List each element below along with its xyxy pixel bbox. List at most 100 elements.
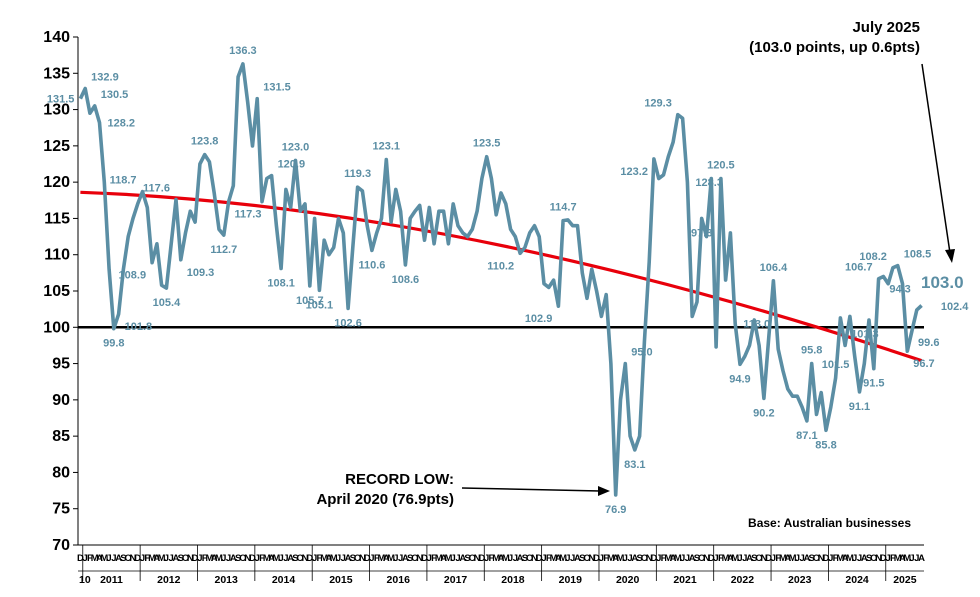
- x-tick-month: A: [574, 553, 581, 564]
- y-tick-label: 75: [52, 501, 70, 518]
- x-tick-month: A: [230, 553, 237, 564]
- annotation-latest-arrowhead: [945, 249, 955, 263]
- x-tick-month: O: [526, 553, 533, 564]
- data-label: 99.8: [103, 338, 124, 350]
- x-tick-month: S: [522, 553, 528, 564]
- data-label: 108.2: [859, 251, 887, 263]
- data-label: 97.3: [691, 227, 712, 239]
- x-tick-month: J: [83, 553, 88, 564]
- x-tick-month: S: [464, 553, 470, 564]
- x-tick-month: J: [627, 553, 632, 564]
- x-tick-year: 2018: [501, 574, 525, 586]
- data-label: 119.3: [344, 168, 371, 180]
- x-tick-month: M: [387, 553, 395, 564]
- x-tick-month: J: [255, 553, 260, 564]
- x-tick-month: D: [364, 553, 371, 564]
- x-tick-month: M: [330, 553, 338, 564]
- x-tick-month: F: [259, 553, 265, 564]
- y-tick-label: 80: [52, 464, 70, 481]
- x-tick-month: N: [818, 553, 825, 564]
- x-tick-month: A: [803, 553, 810, 564]
- annotation-latest-line2: (103.0 points, up 0.6pts): [749, 39, 920, 56]
- y-tick-label: 140: [43, 29, 70, 46]
- annotation-record-low-arrow: [461, 487, 601, 492]
- x-tick-month: F: [833, 553, 839, 564]
- x-tick-month: S: [120, 553, 126, 564]
- data-label: 95.8: [801, 345, 822, 357]
- x-tick-month: M: [502, 553, 510, 564]
- x-tick-month: F: [316, 553, 322, 564]
- data-label: 128.2: [108, 118, 136, 130]
- x-tick-month: O: [239, 553, 246, 564]
- x-tick-month: N: [588, 553, 595, 564]
- x-tick-month: N: [474, 553, 481, 564]
- x-tick-year: 2011: [100, 574, 123, 586]
- y-axis: 70 75 80 85 90 95 100 105 110 115 120 125 130 135 140: [43, 29, 79, 554]
- data-label: 85.8: [815, 439, 836, 451]
- data-label: 91.1: [849, 401, 870, 413]
- x-tick-month: J: [713, 553, 718, 564]
- data-label: 99.6: [918, 337, 939, 349]
- x-tick-month: F: [144, 553, 150, 564]
- data-label: 106.7: [845, 262, 873, 274]
- x-tick-year: 2022: [731, 574, 755, 586]
- x-tick-month: S: [636, 553, 642, 564]
- x-tick-month: F: [87, 553, 93, 564]
- x-tick-year: 2016: [387, 574, 411, 586]
- data-label: 117.3: [235, 209, 262, 221]
- x-tick-month: M: [617, 553, 625, 564]
- x-tick-month: J: [427, 553, 432, 564]
- x-tick-month: A: [861, 553, 868, 564]
- data-label: 123.2: [620, 166, 648, 178]
- y-tick-label: 135: [43, 65, 70, 82]
- y-tick-label: 85: [52, 428, 70, 445]
- x-tick-month: A: [631, 553, 638, 564]
- x-tick-month: J: [737, 553, 742, 564]
- y-tick-label: 120: [43, 174, 70, 191]
- x-tick-month: A: [842, 553, 849, 564]
- x-tick-month: A: [440, 553, 447, 564]
- x-tick-month: D: [708, 553, 715, 564]
- y-tick-label: 105: [43, 283, 70, 300]
- x-tick-month: J: [795, 553, 800, 564]
- x-tick-month: J: [599, 553, 604, 564]
- x-tick-month: O: [124, 553, 131, 564]
- x-tick-month: D: [651, 553, 658, 564]
- x-tick-month: D: [421, 553, 428, 564]
- x-tick-month: N: [760, 553, 767, 564]
- x-tick-year: 10: [79, 574, 91, 586]
- x-tick-month: O: [813, 553, 820, 564]
- data-label: 108.1: [267, 278, 295, 290]
- x-tick-month: F: [202, 553, 208, 564]
- annotation-latest-line1: July 2025: [852, 19, 920, 36]
- x-tick-month: M: [158, 553, 166, 564]
- x-tick-month: S: [178, 553, 184, 564]
- latest-value-label: 103.0: [921, 273, 964, 292]
- x-tick-month: F: [661, 553, 667, 564]
- x-tick-year: 2020: [616, 574, 640, 586]
- data-label: 117.6: [143, 183, 170, 195]
- x-tick-month: A: [345, 553, 352, 564]
- x-tick-month: D: [765, 553, 772, 564]
- x-tick-month: O: [755, 553, 762, 564]
- x-tick-month: N: [244, 553, 251, 564]
- x-tick-month: M: [846, 553, 854, 564]
- x-tick-month: J: [541, 553, 546, 564]
- x-tick-month: D: [593, 553, 600, 564]
- x-tick-month: J: [341, 553, 346, 564]
- data-label: 112.7: [210, 244, 237, 256]
- data-label: 105.1: [306, 299, 334, 311]
- annotation-record-low-arrowhead: [598, 486, 610, 496]
- data-label: 113.0: [743, 319, 770, 331]
- base-note: Base: Australian businesses: [748, 516, 911, 530]
- x-tick-month: A: [173, 553, 180, 564]
- y-tick-label: 90: [52, 392, 70, 409]
- x-tick-month: A: [918, 553, 925, 564]
- data-label: 96.7: [913, 358, 934, 370]
- x-tick-month: M: [550, 553, 558, 564]
- x-tick-year: 2014: [272, 574, 296, 586]
- x-tick-month: J: [312, 553, 317, 564]
- x-tick-month: D: [192, 553, 199, 564]
- data-label: 101.5: [822, 359, 850, 371]
